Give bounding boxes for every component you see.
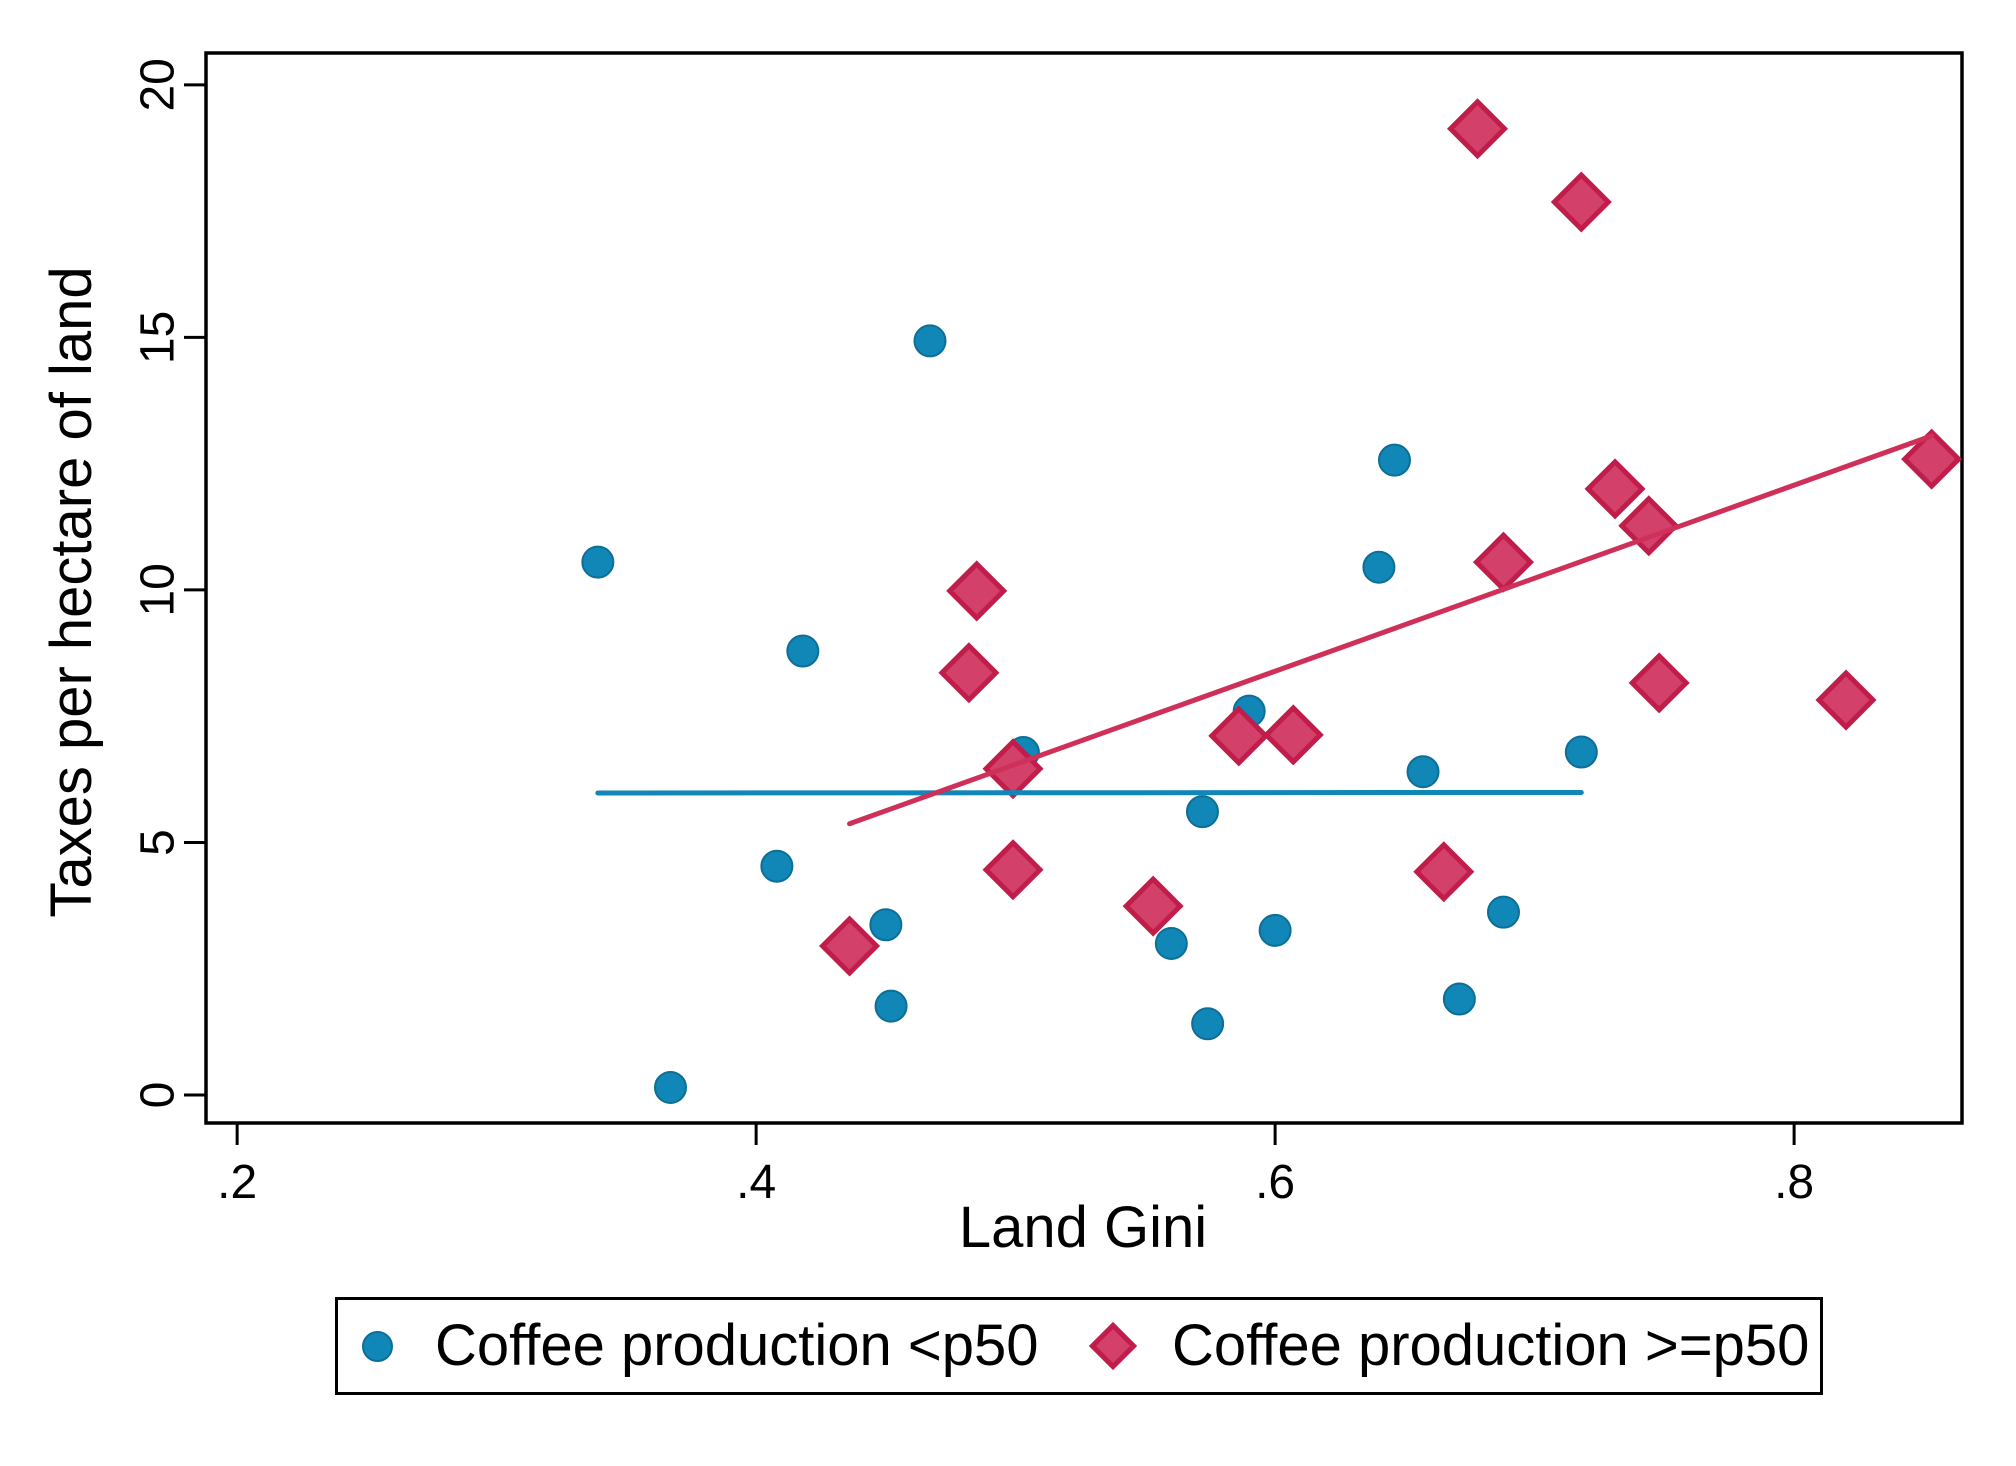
data-point-diamond (1628, 652, 1690, 714)
y-tick-label: 5 (132, 829, 185, 856)
data-point-circle (1486, 895, 1520, 929)
x-axis: .2 .4 .6 .8 (217, 1123, 1814, 1209)
data-point-circle (653, 1070, 687, 1104)
diamond-marker-icon (1088, 1321, 1138, 1371)
data-point-diamond (1901, 428, 1963, 490)
legend: Coffee production <p50 Coffee production… (335, 1297, 1823, 1395)
data-point-circle (786, 634, 820, 668)
series-coffee-lt-p50 (581, 324, 1598, 1104)
data-point-circle (874, 989, 908, 1023)
data-point-circle (1191, 1007, 1225, 1041)
data-point-circle (1442, 982, 1476, 1016)
y-tick-label: 10 (132, 563, 185, 616)
x-tick-label: .2 (217, 1156, 257, 1209)
data-point-circle (1564, 735, 1598, 769)
series-coffee-ge-p50 (819, 98, 1963, 977)
data-point-diamond (1122, 875, 1184, 937)
data-point-circle (760, 849, 794, 883)
legend-entry-ge-p50: Coffee production >=p50 (1088, 1300, 1810, 1392)
data-point-circle (869, 908, 903, 942)
data-point-diamond (1413, 841, 1475, 903)
fit-lines (595, 433, 1935, 827)
data-point-diamond (938, 642, 1000, 704)
legend-label-lt-p50: Coffee production <p50 (435, 1313, 1039, 1378)
data-point-diamond (982, 839, 1044, 901)
x-tick-label: .4 (736, 1156, 776, 1209)
data-point-circle (1362, 550, 1396, 584)
data-point-diamond (1815, 669, 1877, 731)
data-point-diamond (1262, 704, 1324, 766)
fit-line-ge-p50 (847, 433, 1935, 827)
y-axis-title: Taxes per hectare of land (39, 266, 104, 918)
fit-line-lt-p50 (595, 789, 1584, 796)
data-point-diamond (1584, 458, 1646, 520)
y-tick-label: 15 (132, 311, 185, 364)
x-tick-label: .8 (1774, 1156, 1814, 1209)
data-point-circle (581, 545, 615, 579)
y-tick-label: 20 (132, 58, 185, 111)
data-point-diamond (1618, 495, 1680, 557)
data-point-diamond (819, 915, 881, 977)
x-tick-label: .6 (1255, 1156, 1295, 1209)
data-point-diamond (1550, 171, 1612, 233)
data-point-circle (1406, 755, 1440, 789)
data-point-circle (1154, 926, 1188, 960)
legend-label-ge-p50: Coffee production >=p50 (1172, 1313, 1810, 1378)
x-axis-title: Land Gini (958, 1195, 1208, 1260)
circle-marker-icon (362, 1330, 393, 1362)
y-axis: 0 5 10 15 20 (132, 58, 206, 1108)
data-point-diamond (1208, 705, 1270, 767)
data-point-diamond (1446, 98, 1509, 160)
data-point-circle (1185, 795, 1219, 829)
data-point-diamond (946, 560, 1008, 622)
y-tick-label: 0 (132, 1082, 185, 1109)
data-point-circle (1258, 913, 1292, 947)
plot-border (204, 51, 1964, 1125)
data-point-circle (913, 324, 947, 358)
data-point-circle (1377, 443, 1411, 477)
legend-entry-lt-p50: Coffee production <p50 (362, 1300, 1039, 1392)
